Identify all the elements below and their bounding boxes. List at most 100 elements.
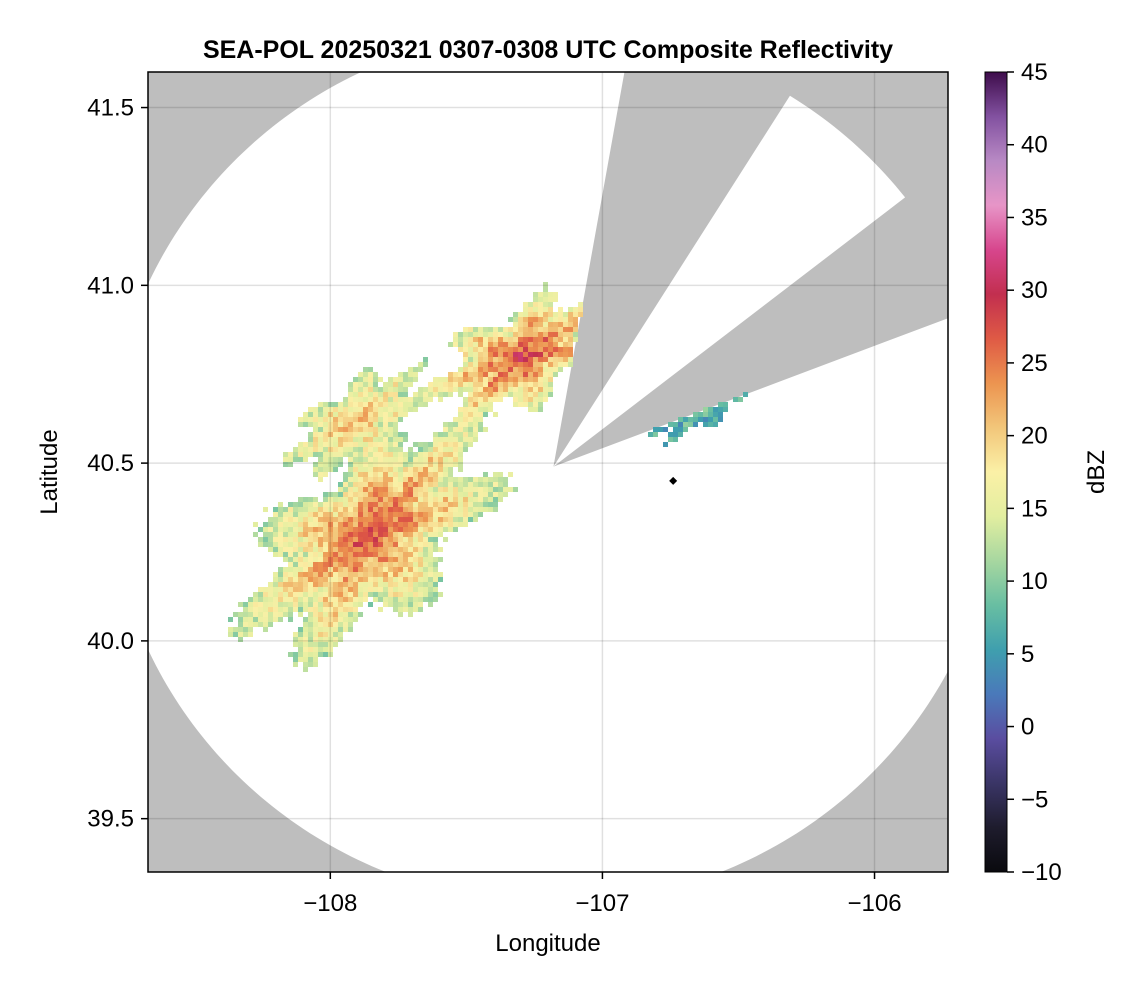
reflectivity-cell	[453, 502, 458, 507]
reflectivity-cell	[323, 502, 328, 507]
reflectivity-cell	[458, 417, 463, 422]
reflectivity-cell	[373, 517, 378, 522]
reflectivity-cell	[388, 492, 393, 497]
reflectivity-cell	[253, 602, 258, 607]
reflectivity-cell	[403, 552, 408, 557]
reflectivity-cell	[393, 467, 398, 472]
reflectivity-cell	[403, 522, 408, 527]
reflectivity-cell	[498, 472, 503, 477]
reflectivity-cell	[278, 547, 283, 552]
reflectivity-cell	[343, 437, 348, 442]
reflectivity-cell	[428, 482, 433, 487]
reflectivity-cell	[463, 447, 468, 452]
reflectivity-cell	[523, 357, 528, 362]
reflectivity-cell	[333, 522, 338, 527]
reflectivity-cell	[423, 387, 428, 392]
reflectivity-cell	[363, 567, 368, 572]
reflectivity-cell	[388, 537, 393, 542]
reflectivity-cell	[478, 357, 483, 362]
reflectivity-cell	[438, 387, 443, 392]
reflectivity-cell	[538, 372, 543, 377]
reflectivity-cell	[353, 577, 358, 582]
reflectivity-cell	[508, 337, 513, 342]
reflectivity-cell	[383, 462, 388, 467]
reflectivity-cell	[488, 492, 493, 497]
reflectivity-cell	[293, 597, 298, 602]
reflectivity-cell	[378, 557, 383, 562]
reflectivity-cell	[548, 337, 553, 342]
reflectivity-cell	[388, 467, 393, 472]
reflectivity-cell	[333, 587, 338, 592]
reflectivity-cell	[538, 307, 543, 312]
reflectivity-cell	[338, 617, 343, 622]
reflectivity-cell	[238, 637, 243, 642]
reflectivity-cell	[408, 367, 413, 372]
reflectivity-cell	[368, 582, 373, 587]
reflectivity-cell	[498, 382, 503, 387]
reflectivity-cell	[528, 312, 533, 317]
reflectivity-cell	[448, 467, 453, 472]
reflectivity-cell	[303, 532, 308, 537]
reflectivity-cell	[463, 402, 468, 407]
reflectivity-cell	[378, 442, 383, 447]
reflectivity-cell	[543, 307, 548, 312]
reflectivity-cell	[298, 547, 303, 552]
reflectivity-cell	[378, 532, 383, 537]
reflectivity-cell	[423, 472, 428, 477]
reflectivity-cell	[408, 492, 413, 497]
reflectivity-cell	[408, 382, 413, 387]
reflectivity-cell	[438, 392, 443, 397]
reflectivity-cell	[343, 472, 348, 477]
reflectivity-cell	[488, 337, 493, 342]
reflectivity-cell	[708, 412, 713, 417]
reflectivity-cell	[458, 467, 463, 472]
reflectivity-cell	[378, 482, 383, 487]
reflectivity-cell	[388, 582, 393, 587]
reflectivity-cell	[383, 402, 388, 407]
reflectivity-cell	[293, 577, 298, 582]
reflectivity-cell	[393, 447, 398, 452]
reflectivity-cell	[293, 527, 298, 532]
reflectivity-cell	[343, 407, 348, 412]
reflectivity-cell	[438, 557, 443, 562]
reflectivity-cell	[573, 337, 578, 342]
reflectivity-cell	[368, 432, 373, 437]
reflectivity-cell	[308, 602, 313, 607]
reflectivity-cell	[463, 442, 468, 447]
reflectivity-cell	[258, 622, 263, 627]
reflectivity-cell	[353, 582, 358, 587]
reflectivity-cell	[248, 612, 253, 617]
reflectivity-cell	[428, 507, 433, 512]
reflectivity-cell	[418, 527, 423, 532]
reflectivity-cell	[433, 537, 438, 542]
reflectivity-cell	[353, 462, 358, 467]
reflectivity-cell	[388, 602, 393, 607]
reflectivity-cell	[348, 447, 353, 452]
reflectivity-cell	[573, 332, 578, 337]
reflectivity-cell	[368, 602, 373, 607]
reflectivity-cell	[468, 377, 473, 382]
reflectivity-cell	[433, 472, 438, 477]
colorbar-tick-label: 30	[1021, 277, 1048, 304]
reflectivity-cell	[333, 622, 338, 627]
reflectivity-cell	[303, 457, 308, 462]
reflectivity-cell	[468, 412, 473, 417]
reflectivity-cell	[453, 517, 458, 522]
reflectivity-cell	[573, 317, 578, 322]
reflectivity-cell	[288, 557, 293, 562]
reflectivity-cell	[493, 482, 498, 487]
reflectivity-cell	[513, 337, 518, 342]
reflectivity-cell	[388, 487, 393, 492]
reflectivity-cell	[408, 497, 413, 502]
reflectivity-cell	[363, 587, 368, 592]
reflectivity-cell	[408, 522, 413, 527]
reflectivity-cell	[383, 542, 388, 547]
reflectivity-cell	[338, 582, 343, 587]
reflectivity-cell	[448, 372, 453, 377]
reflectivity-cell	[553, 317, 558, 322]
reflectivity-cell	[303, 617, 308, 622]
reflectivity-cell	[333, 582, 338, 587]
reflectivity-cell	[418, 472, 423, 477]
reflectivity-cell	[283, 587, 288, 592]
